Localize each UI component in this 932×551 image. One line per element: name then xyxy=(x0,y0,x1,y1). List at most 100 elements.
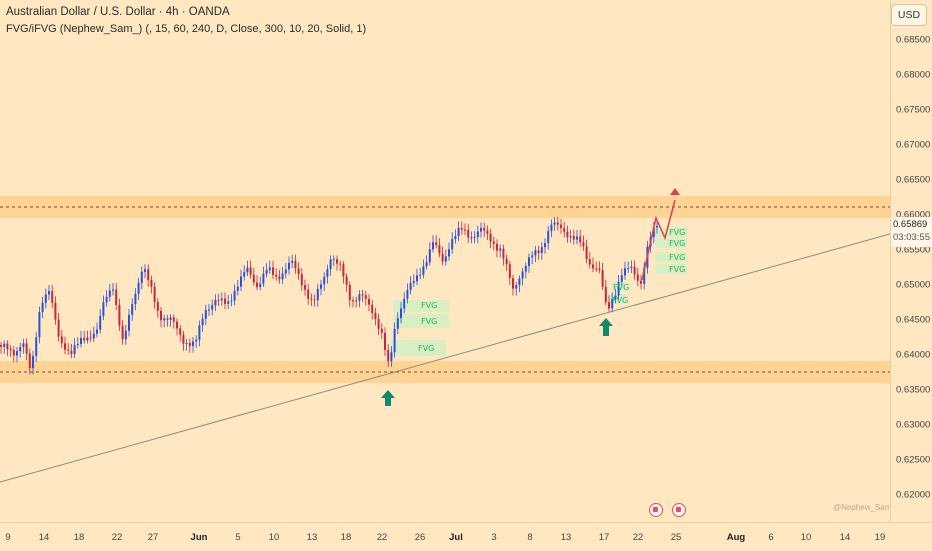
time-axis-label: 10 xyxy=(800,532,812,543)
price-axis[interactable] xyxy=(890,0,932,522)
candle-body xyxy=(435,242,438,246)
candle-body xyxy=(345,276,348,285)
candle-body xyxy=(425,262,428,267)
candle-body xyxy=(83,337,86,341)
currency-button[interactable]: USD xyxy=(891,4,927,26)
candle-body xyxy=(489,233,492,242)
candle-body xyxy=(393,328,396,353)
candle-body xyxy=(6,343,9,349)
candle-body xyxy=(102,302,105,316)
candle-body xyxy=(422,266,425,275)
economic-event-icon[interactable] xyxy=(649,503,663,517)
fvg-label: FVG xyxy=(418,344,435,353)
candle-body xyxy=(185,342,188,344)
time-axis-label: 22 xyxy=(632,532,644,543)
fvg-label: FVG xyxy=(613,283,630,292)
time-axis-label: 18 xyxy=(73,532,85,543)
candle-body xyxy=(579,236,582,243)
candle-body xyxy=(611,299,614,309)
candle-body xyxy=(400,308,402,319)
candle-body xyxy=(361,294,364,296)
current-price-value: 0.65869 xyxy=(893,219,928,230)
candle-body xyxy=(64,343,66,350)
candle-body xyxy=(147,269,150,281)
candle-body xyxy=(342,264,345,277)
time-axis-label: 18 xyxy=(340,532,352,543)
candle-body xyxy=(614,295,617,300)
economic-event-icon[interactable] xyxy=(672,503,686,517)
candle-body xyxy=(307,289,310,299)
candle-body xyxy=(524,265,527,272)
candle-body xyxy=(585,246,588,259)
candle-body xyxy=(0,345,2,347)
candle-body xyxy=(620,275,623,282)
candle-body xyxy=(224,298,226,304)
chart-area[interactable]: Australian Dollar / U.S. Dollar · 4h · O… xyxy=(0,0,896,522)
candle-body xyxy=(326,269,329,277)
candle-body xyxy=(473,237,476,239)
candle-body xyxy=(636,274,639,281)
candle-body xyxy=(384,332,386,350)
candle-body xyxy=(89,337,92,339)
candle-body xyxy=(505,258,508,265)
candle-body xyxy=(198,325,201,340)
candle-body xyxy=(643,267,646,284)
candle-body xyxy=(576,236,578,240)
candle-body xyxy=(560,224,562,229)
time-axis-label: 14 xyxy=(839,532,851,543)
candle-body xyxy=(441,253,444,262)
candle-body xyxy=(355,300,358,302)
ascending-trendline xyxy=(0,233,890,483)
candle-body xyxy=(288,262,290,270)
candle-body xyxy=(451,238,454,250)
candle-body xyxy=(41,302,44,313)
time-axis-label: 10 xyxy=(268,532,280,543)
time-axis-label: Aug xyxy=(726,532,746,543)
current-price-badge: 0.65869 03:03:55 xyxy=(891,217,932,247)
candle-body xyxy=(512,278,514,289)
time-axis-label: 13 xyxy=(306,532,318,543)
candle-body xyxy=(396,318,399,329)
candle-body xyxy=(569,236,572,238)
symbol-title[interactable]: Australian Dollar / U.S. Dollar · 4h · O… xyxy=(6,6,230,18)
indicator-legend[interactable]: FVG/iFVG (Nephew_Sam_) (, 15, 60, 240, D… xyxy=(6,23,367,35)
candle-body xyxy=(656,225,658,228)
candle-body xyxy=(374,312,377,320)
candle-body xyxy=(208,309,210,311)
price-chart[interactable] xyxy=(0,0,890,522)
time-axis-label: 3 xyxy=(491,532,497,543)
candle-body xyxy=(480,227,482,232)
candle-body xyxy=(550,224,553,232)
time-axis-label: 22 xyxy=(111,532,123,543)
candle-body xyxy=(28,353,31,369)
fvg-label: FVG xyxy=(421,317,438,326)
candle-body xyxy=(144,269,146,272)
candle-body xyxy=(3,343,6,347)
time-axis-label: 26 xyxy=(414,532,426,543)
candle-body xyxy=(204,309,207,319)
candle-body xyxy=(304,285,306,290)
time-axis[interactable] xyxy=(0,522,932,551)
candle-body xyxy=(275,274,278,277)
candle-body xyxy=(300,274,303,286)
candle-body xyxy=(192,341,194,347)
candle-body xyxy=(19,347,22,352)
price-axis-label: 0.67500 xyxy=(896,104,931,116)
candle-body xyxy=(336,259,338,264)
candle-body xyxy=(265,270,268,274)
candle-body xyxy=(316,288,319,301)
candle-body xyxy=(105,296,108,303)
price-axis-label: 0.65500 xyxy=(896,244,931,256)
candle-body xyxy=(35,337,38,356)
time-axis-label: 13 xyxy=(560,532,572,543)
candle-body xyxy=(483,227,486,231)
candle-body xyxy=(243,272,246,277)
candle-body xyxy=(140,271,143,283)
candle-body xyxy=(339,263,342,265)
candle-body xyxy=(518,278,521,286)
candle-body xyxy=(179,328,182,335)
candle-body xyxy=(624,268,626,276)
candle-body xyxy=(572,236,575,240)
price-axis-label: 0.66000 xyxy=(896,209,931,221)
candle-body xyxy=(80,337,82,345)
